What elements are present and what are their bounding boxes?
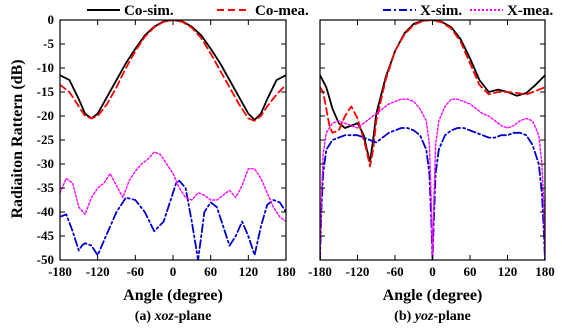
series-co-mea-yoz (320, 20, 545, 168)
series-x-sim-yoz (320, 127, 545, 260)
y-tick-label: 0 (48, 12, 55, 27)
y-tick-label: -5 (43, 36, 54, 51)
legend-co-sim-label: Co-sim. (124, 3, 174, 19)
x-tick-label-yoz: -180 (308, 264, 332, 279)
caption-plane: yoz (413, 309, 434, 324)
y-tick-label: -10 (37, 60, 54, 75)
x-tick-label-yoz: -60 (386, 264, 403, 279)
y-tick-label: -30 (37, 156, 54, 171)
x-tick-label-xoz: -120 (86, 264, 110, 279)
x-tick-label-yoz: 60 (464, 264, 477, 279)
y-tick-label: -15 (37, 84, 55, 99)
y-tick-label: -25 (37, 132, 55, 147)
series-co-mea-xoz (60, 20, 286, 122)
y-axis-title: Radiaiton Rattern (dB) (9, 59, 26, 218)
y-tick-label: -45 (37, 228, 55, 243)
x-tick-label-xoz: -60 (127, 264, 144, 279)
series-x-mea-xoz (60, 151, 286, 223)
y-tick-label: -20 (37, 108, 54, 123)
x-tick-label-yoz: -120 (346, 264, 370, 279)
panel-xoz: -180 -120 -60 0 60 120 180 0 -5 -10 -15 -20 -25 -30 -3… (37, 12, 296, 324)
x-tick-label-xoz: -180 (48, 264, 72, 279)
caption-plane: xoz (154, 309, 175, 324)
x-tick-label-xoz: 120 (239, 264, 259, 279)
series-x-sim-xoz (60, 179, 286, 260)
x-tick-label-xoz: 180 (276, 264, 296, 279)
panel-yoz: -180 -120 -60 0 60 120 180 Angle (degree) (b) yo… (308, 19, 555, 324)
plot-frame-yoz (319, 19, 546, 261)
series-x-mea-yoz (320, 98, 545, 260)
series-co-sim-xoz (60, 20, 286, 121)
caption-prefix: (a) (135, 309, 155, 324)
x-tick-label-yoz: 120 (498, 264, 518, 279)
x-tick-label-yoz: 180 (535, 264, 555, 279)
x-tick-label-xoz: 0 (170, 264, 177, 279)
panel-caption-xoz: (a) xoz-plane (135, 309, 212, 324)
y-tick-label: -35 (37, 180, 55, 195)
x-axis-title-yoz: Angle (degree) (383, 287, 483, 304)
x-tick-label-xoz: 60 (204, 264, 217, 279)
caption-suffix: -plane (174, 309, 211, 324)
legend: Co-sim. Co-mea. X-sim. X-mea. (87, 3, 553, 19)
series-co-sim-yoz (320, 20, 545, 163)
legend-x-sim-label: X-sim. (420, 3, 462, 19)
legend-x-mea-label: X-mea. (507, 3, 553, 19)
x-tick-label-yoz: 0 (429, 264, 436, 279)
y-tick-label: -50 (37, 252, 54, 267)
y-tick-label: -40 (37, 204, 54, 219)
legend-co-mea-label: Co-mea. (255, 3, 309, 19)
x-axis-title-xoz: Angle (degree) (123, 287, 223, 304)
caption-suffix: -plane (433, 309, 470, 324)
caption-prefix: (b) (394, 309, 415, 324)
panel-caption-yoz: (b) yoz-plane (394, 309, 471, 324)
plot-frame-xoz (59, 19, 287, 261)
